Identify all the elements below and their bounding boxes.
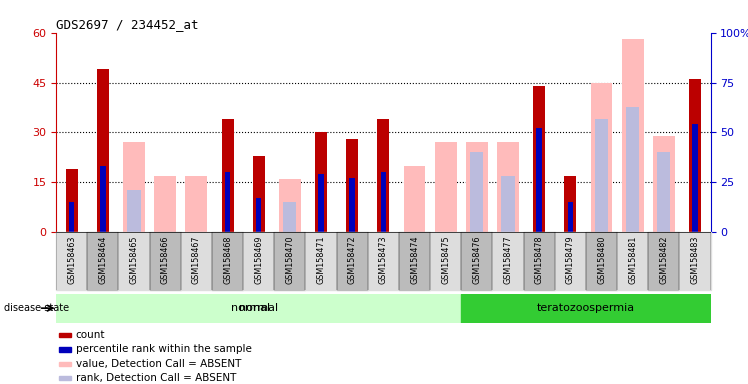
Text: percentile rank within the sample: percentile rank within the sample — [76, 344, 251, 354]
Bar — [256, 199, 261, 232]
Bar — [279, 179, 301, 232]
Text: disease state: disease state — [4, 303, 69, 313]
Bar — [243, 232, 275, 290]
Text: GSM158467: GSM158467 — [191, 235, 201, 284]
Bar — [377, 119, 390, 232]
Text: GDS2697 / 234452_at: GDS2697 / 234452_at — [56, 18, 199, 31]
Text: GSM158480: GSM158480 — [597, 235, 606, 283]
Bar — [497, 142, 519, 232]
Bar — [657, 152, 670, 232]
Bar — [59, 333, 71, 337]
Text: GSM158477: GSM158477 — [503, 235, 512, 284]
Bar — [368, 232, 399, 290]
Text: GSM158471: GSM158471 — [316, 235, 325, 284]
Bar — [96, 69, 109, 232]
Text: GSM158468: GSM158468 — [223, 235, 232, 283]
Bar — [430, 232, 462, 290]
Text: teratozoospermia: teratozoospermia — [537, 303, 635, 313]
Bar — [404, 166, 426, 232]
Text: GSM158470: GSM158470 — [285, 235, 295, 284]
Bar — [462, 294, 711, 323]
Text: GSM158481: GSM158481 — [628, 235, 637, 283]
Bar — [693, 124, 698, 232]
Bar — [123, 142, 145, 232]
Text: GSM158473: GSM158473 — [378, 235, 388, 284]
Bar — [501, 176, 515, 232]
Bar — [150, 232, 181, 290]
Bar — [492, 232, 524, 290]
Text: GSM158463: GSM158463 — [67, 235, 76, 283]
Bar — [253, 156, 265, 232]
Bar — [225, 172, 230, 232]
Bar — [591, 83, 613, 232]
Bar — [59, 376, 71, 380]
Text: GSM158475: GSM158475 — [441, 235, 450, 284]
Bar — [346, 139, 358, 232]
Text: normal: normal — [239, 303, 278, 313]
Text: GSM158464: GSM158464 — [98, 235, 108, 283]
Bar — [88, 232, 118, 290]
Text: GSM158466: GSM158466 — [161, 235, 170, 283]
Bar — [555, 232, 586, 290]
Bar — [221, 119, 233, 232]
Bar — [399, 232, 430, 290]
Bar — [462, 232, 492, 290]
Bar — [275, 232, 305, 290]
Text: GSM158474: GSM158474 — [410, 235, 419, 284]
Text: normal: normal — [231, 303, 271, 313]
Bar — [679, 232, 711, 290]
Bar — [649, 232, 679, 290]
Bar — [154, 176, 176, 232]
Bar — [56, 294, 462, 323]
Text: GSM158469: GSM158469 — [254, 235, 263, 284]
Bar — [586, 232, 617, 290]
Bar — [470, 152, 483, 232]
Bar — [66, 169, 78, 232]
Bar — [466, 142, 488, 232]
Bar — [435, 142, 456, 232]
Bar — [653, 136, 675, 232]
Text: GSM158465: GSM158465 — [129, 235, 138, 284]
Bar — [181, 232, 212, 290]
Bar — [533, 86, 545, 232]
Bar — [212, 232, 243, 290]
Bar — [617, 232, 649, 290]
Bar — [305, 232, 337, 290]
Bar — [626, 106, 640, 232]
Bar — [381, 172, 386, 232]
Bar — [689, 79, 701, 232]
Bar — [349, 179, 355, 232]
Text: GSM158482: GSM158482 — [659, 235, 669, 284]
Bar — [59, 348, 71, 352]
Bar — [315, 132, 327, 232]
Bar — [59, 362, 71, 366]
Text: GSM158472: GSM158472 — [348, 235, 357, 284]
Bar — [283, 202, 296, 232]
Bar — [56, 232, 88, 290]
Bar — [524, 232, 555, 290]
Bar — [568, 202, 573, 232]
Text: value, Detection Call = ABSENT: value, Detection Call = ABSENT — [76, 359, 241, 369]
Text: GSM158479: GSM158479 — [565, 235, 575, 284]
Bar — [536, 129, 542, 232]
Text: GSM158483: GSM158483 — [690, 235, 699, 283]
Bar — [100, 166, 105, 232]
Text: GSM158478: GSM158478 — [535, 235, 544, 284]
Bar — [118, 232, 150, 290]
Bar — [127, 190, 141, 232]
Bar — [564, 176, 577, 232]
Text: rank, Detection Call = ABSENT: rank, Detection Call = ABSENT — [76, 373, 236, 383]
Bar — [319, 174, 324, 232]
Bar — [595, 119, 608, 232]
Bar — [622, 39, 643, 232]
Text: count: count — [76, 330, 105, 340]
Text: GSM158476: GSM158476 — [472, 235, 482, 284]
Bar — [69, 202, 74, 232]
Bar — [337, 232, 368, 290]
Bar — [186, 176, 207, 232]
